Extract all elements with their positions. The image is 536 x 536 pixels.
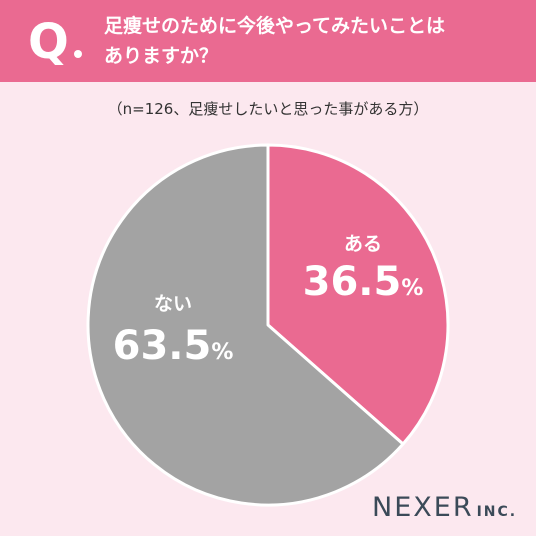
- pie-slice: [266, 143, 450, 446]
- question-banner: Q 足痩せのために今後やってみたいことは ありますか？: [0, 0, 536, 82]
- nexer-logo: NEXER INC.: [372, 492, 517, 523]
- q-mark: Q: [28, 14, 69, 70]
- q-dot: [74, 50, 82, 58]
- pie-slice: [86, 143, 405, 507]
- slice-value-label: 63.5%: [113, 323, 234, 369]
- slice-name-label: ない: [154, 293, 192, 315]
- logo-main: NEXER: [372, 492, 474, 523]
- slice-name-label: ある: [344, 233, 382, 255]
- question-text: 足痩せのために今後やってみたいことは ありますか？: [104, 15, 446, 67]
- logo-sub: INC.: [476, 504, 518, 520]
- sample-note: （n=126、足痩せしたいと思った事がある方）: [107, 100, 429, 118]
- slice-value-label: 36.5%: [303, 259, 424, 305]
